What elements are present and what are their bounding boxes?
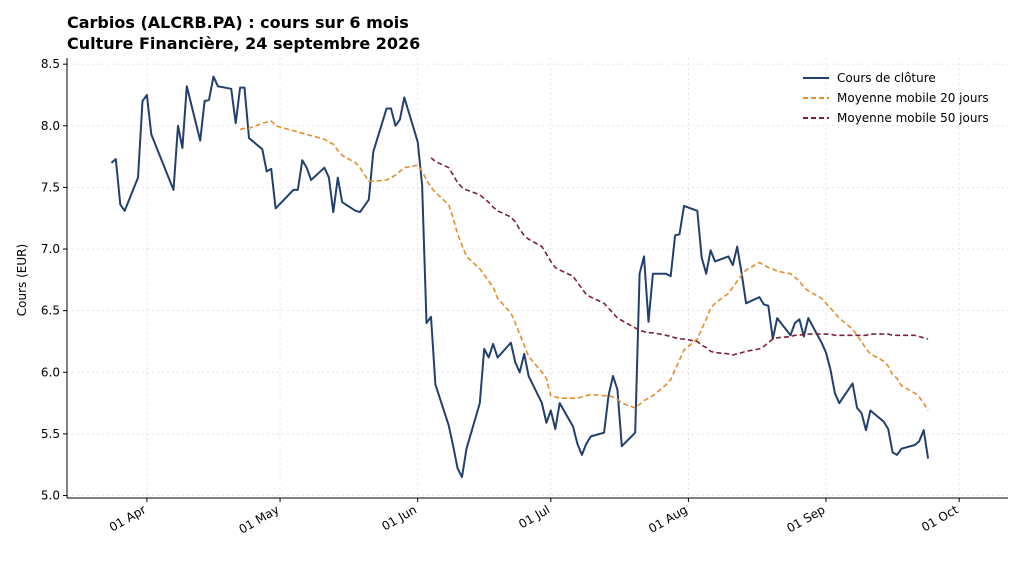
- x-tick-label: 01 Jul: [516, 502, 552, 531]
- y-tick-label: 8.5: [41, 57, 60, 71]
- legend-label: Moyenne mobile 50 jours: [837, 111, 989, 125]
- y-tick-label: 5.5: [41, 427, 60, 441]
- x-tick-label: 01 Oct: [919, 502, 961, 534]
- series-line: [110, 75, 930, 478]
- x-tick-label: 01 Apr: [107, 502, 149, 534]
- y-tick-label: 7.0: [41, 242, 60, 256]
- legend: Cours de clôture Moyenne mobile 20 jours M…: [803, 71, 989, 125]
- x-tick-label: 01 May: [237, 502, 282, 536]
- x-tick-label: 01 Sep: [784, 502, 827, 535]
- series-line: [430, 157, 929, 356]
- legend-label: Cours de clôture: [837, 71, 936, 85]
- x-tick-label: 01 Aug: [646, 502, 690, 535]
- y-tick-label: 5.0: [41, 489, 60, 503]
- chart-subtitle: Culture Financière, 24 septembre 2026: [67, 34, 420, 53]
- chart-title: Carbios (ALCRB.PA) : cours sur 6 mois: [67, 13, 409, 32]
- series-line: [239, 120, 929, 411]
- x-tick-label: 01 Jun: [379, 502, 419, 533]
- legend-label: Moyenne mobile 20 jours: [837, 91, 989, 105]
- y-tick-label: 6.0: [41, 365, 60, 379]
- y-axis-label: Cours (EUR): [15, 244, 29, 316]
- y-tick-label: 8.0: [41, 119, 60, 133]
- y-tick-label: 7.5: [41, 180, 60, 194]
- y-tick-label: 6.5: [41, 304, 60, 318]
